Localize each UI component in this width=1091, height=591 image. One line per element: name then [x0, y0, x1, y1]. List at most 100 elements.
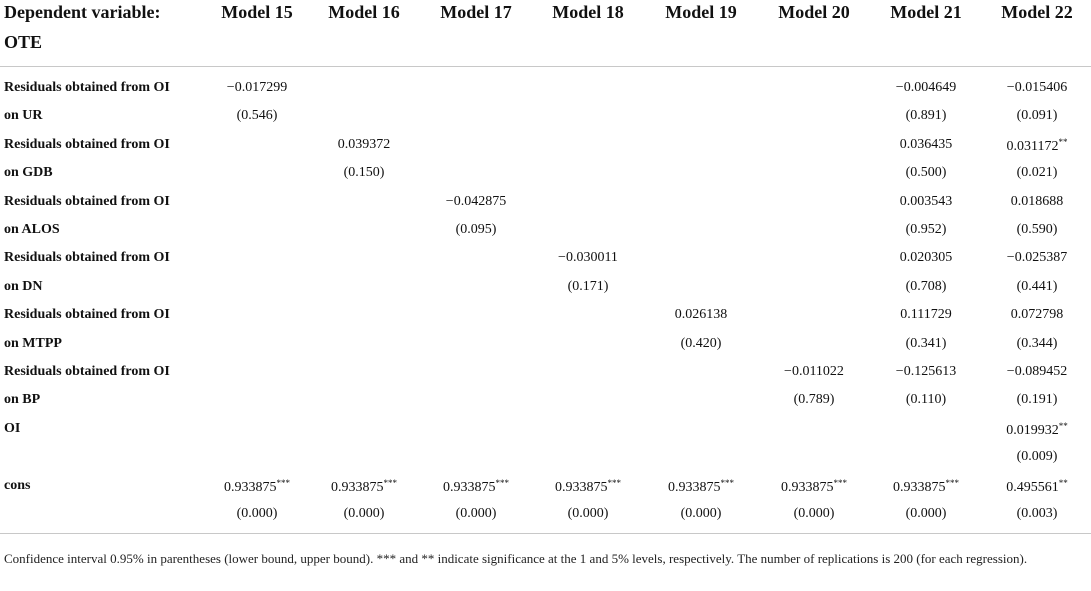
- cell: 0.933875***: [781, 478, 847, 496]
- cell: (0.789): [793, 392, 835, 408]
- row-label: on UR: [4, 108, 43, 124]
- cell: (0.003): [1016, 506, 1058, 521]
- model-header: Model 22: [1001, 2, 1073, 22]
- cell: (0.891): [905, 108, 947, 124]
- cell: 0.039372: [337, 136, 391, 152]
- significance: ***: [720, 477, 735, 488]
- cell: (0.095): [455, 222, 497, 237]
- cell: 0.933875***: [331, 478, 397, 496]
- cell: 0.031172**: [1007, 137, 1068, 155]
- cell: (0.000): [343, 506, 385, 521]
- significance: ***: [607, 477, 622, 488]
- coefficient: 0.933875: [555, 479, 608, 495]
- cell: −0.004649: [895, 80, 957, 95]
- row-label: Residuals obtained from OI: [4, 193, 170, 209]
- model-header: Model 18: [552, 2, 624, 22]
- significance: ***: [495, 477, 510, 488]
- cell: 0.495561**: [1006, 478, 1068, 496]
- model-header: Model 16: [328, 2, 400, 22]
- row-label: on GDB: [4, 165, 53, 181]
- cell: (0.171): [567, 278, 609, 294]
- cell: −0.011022: [784, 364, 844, 379]
- cell: 0.933875***: [224, 478, 290, 496]
- model-header: Model 17: [440, 2, 512, 22]
- cell: (0.191): [1016, 392, 1058, 408]
- cell: (0.546): [236, 108, 278, 124]
- model-header: Model 15: [221, 2, 293, 22]
- coefficient: 0.933875: [668, 479, 721, 495]
- significance: ***: [383, 477, 398, 488]
- cell: (0.000): [680, 506, 722, 521]
- cell: (0.341): [905, 335, 947, 351]
- row-label: cons: [4, 477, 31, 493]
- cell: (0.000): [905, 506, 947, 521]
- cell: −0.025387: [1006, 250, 1068, 266]
- cell: −0.015406: [1006, 80, 1068, 95]
- row-label: OI: [4, 420, 21, 436]
- cell: 0.026138: [674, 307, 728, 323]
- row-label: Residuals obtained from OI: [4, 307, 170, 323]
- model-header: Model 19: [665, 2, 737, 22]
- row-label: on MTPP: [4, 335, 62, 351]
- cell: (0.000): [567, 506, 609, 521]
- cell: 0.003543: [899, 193, 953, 209]
- cell: (0.590): [1016, 222, 1058, 237]
- cell: (0.420): [680, 335, 722, 351]
- coefficient: 0.031172: [1006, 138, 1059, 154]
- cell: −0.089452: [1006, 364, 1068, 379]
- model-header: Model 20: [778, 2, 850, 22]
- row-label: on DN: [4, 278, 43, 294]
- cell: 0.933875***: [555, 478, 621, 496]
- footnote: Confidence interval 0.95% in parentheses…: [4, 551, 1028, 566]
- header-rule: [0, 66, 1091, 67]
- row-label: Residuals obtained from OI: [4, 136, 170, 152]
- significance: **: [1058, 477, 1068, 488]
- row-label: on ALOS: [4, 222, 60, 237]
- cell: 0.020305: [899, 250, 953, 266]
- cell: −0.042875: [445, 193, 507, 209]
- cell: (0.500): [905, 165, 947, 181]
- cell: 0.018688: [1010, 193, 1064, 209]
- row-label: Residuals obtained from OI: [4, 364, 170, 379]
- significance: ***: [833, 477, 848, 488]
- cell: (0.952): [905, 222, 947, 237]
- cell: (0.110): [905, 392, 947, 408]
- cell: (0.091): [1016, 108, 1058, 124]
- cell: (0.000): [236, 506, 278, 521]
- coefficient: 0.933875: [893, 479, 946, 495]
- coefficient: 0.495561: [1006, 479, 1059, 495]
- coefficient: 0.933875: [331, 479, 384, 495]
- cell: (0.708): [905, 278, 947, 294]
- cell: −0.017299: [226, 80, 288, 95]
- cell: 0.933875***: [893, 478, 959, 496]
- coefficient: 0.933875: [781, 479, 834, 495]
- cell: (0.000): [793, 506, 835, 521]
- significance: **: [1058, 420, 1068, 431]
- cell: (0.021): [1016, 165, 1058, 181]
- cell: −0.030011: [558, 250, 618, 266]
- header-label: OTE: [4, 32, 43, 52]
- row-label: Residuals obtained from OI: [4, 80, 170, 95]
- cell: 0.072798: [1010, 307, 1064, 323]
- cell: 0.933875***: [668, 478, 734, 496]
- cell: (0.000): [455, 506, 497, 521]
- cell: 0.036435: [899, 136, 953, 152]
- significance: ***: [276, 477, 291, 488]
- header-label: Dependent variable:: [4, 2, 161, 22]
- significance: **: [1058, 136, 1068, 147]
- model-header: Model 21: [890, 2, 962, 22]
- cell: −0.125613: [895, 364, 957, 379]
- cell: (0.150): [343, 165, 385, 181]
- cell: 0.111729: [900, 307, 952, 323]
- significance: ***: [945, 477, 960, 488]
- bottom-rule: [0, 533, 1091, 534]
- cell: 0.019932**: [1006, 421, 1068, 439]
- coefficient: 0.933875: [443, 479, 496, 495]
- cell: (0.344): [1016, 335, 1058, 351]
- cell: (0.441): [1016, 278, 1058, 294]
- row-label: on BP: [4, 392, 41, 408]
- cell: 0.933875***: [443, 478, 509, 496]
- coefficient: 0.933875: [224, 479, 277, 495]
- coefficient: 0.019932: [1006, 422, 1059, 438]
